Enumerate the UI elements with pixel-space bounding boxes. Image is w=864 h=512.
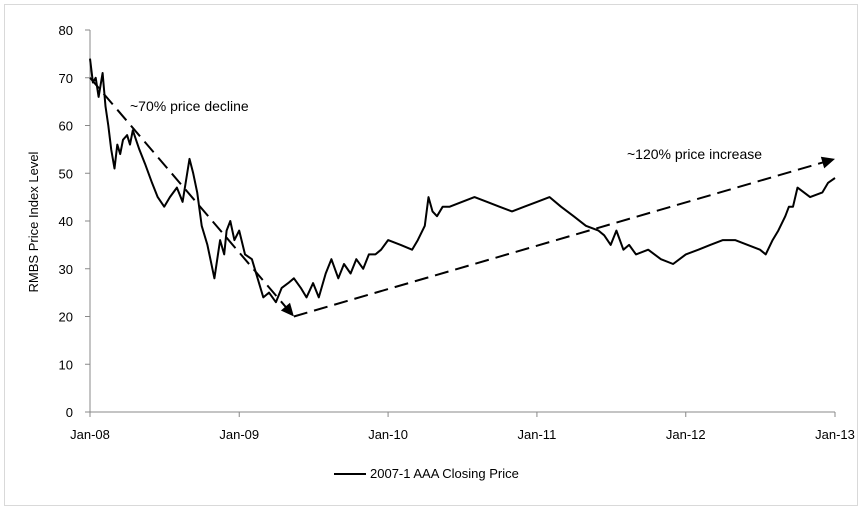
- y-tick-label: 40: [59, 214, 73, 229]
- y-tick-label: 0: [66, 405, 73, 420]
- x-tick-label: Jan-11: [518, 427, 557, 442]
- annotation-arrow: [293, 157, 836, 318]
- y-tick-label: 20: [59, 310, 73, 325]
- y-tick-label: 70: [59, 71, 73, 86]
- y-axis-title: RMBS Price Index Level: [26, 151, 41, 292]
- x-tick-label: Jan-09: [219, 427, 259, 442]
- x-tick-label: Jan-12: [666, 427, 706, 442]
- legend-label: 2007-1 AAA Closing Price: [370, 466, 519, 481]
- y-tick-label: 30: [59, 262, 73, 277]
- y-tick-label: 50: [59, 166, 73, 181]
- legend: 2007-1 AAA Closing Price: [334, 466, 519, 481]
- plot-area: [89, 58, 836, 304]
- annotation-arrowhead: [280, 302, 294, 317]
- y-tick-label: 10: [59, 357, 73, 372]
- x-axis: Jan-08 Jan-09 Jan-10 Jan-11 Jan-12 Jan-13: [70, 411, 855, 442]
- annotation-label: ~70% price decline: [130, 98, 249, 114]
- annotation-arrow: [89, 77, 295, 318]
- series-line: [89, 58, 836, 304]
- annotations: ~70% price decline ~120% price increase: [89, 77, 836, 318]
- x-tick-label: Jan-10: [368, 427, 408, 442]
- y-axis: 0 10 20 30 40 50 60 70 80: [59, 23, 91, 420]
- chart-frame: [4, 4, 858, 506]
- x-tick-label: Jan-08: [70, 427, 110, 442]
- x-tick-label: Jan-13: [815, 427, 855, 442]
- y-tick-label: 60: [59, 119, 73, 134]
- annotation-label: ~120% price increase: [627, 146, 762, 162]
- y-tick-label: 80: [59, 23, 73, 38]
- annotation-arrowhead: [820, 156, 835, 169]
